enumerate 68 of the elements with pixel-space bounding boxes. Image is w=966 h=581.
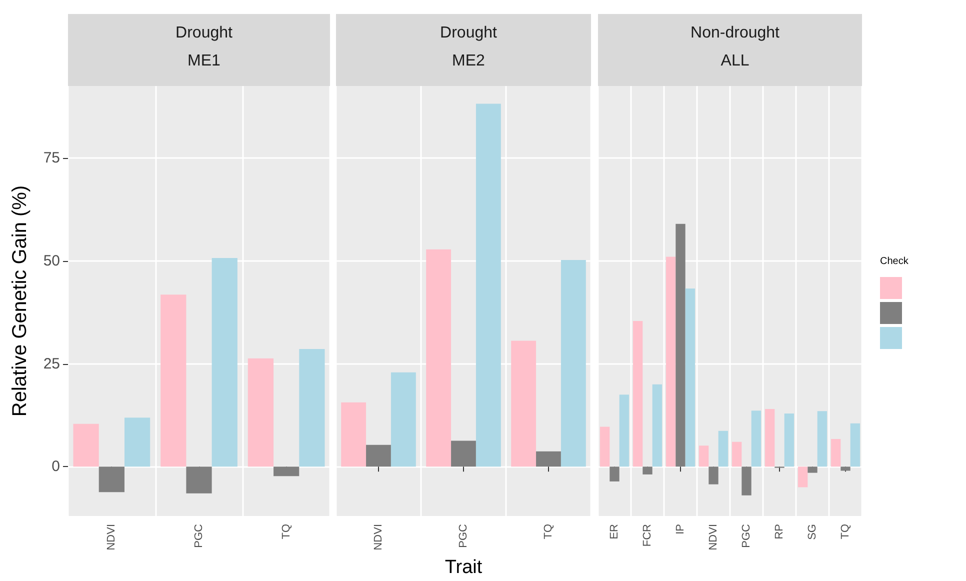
bar (666, 256, 676, 467)
bar (698, 446, 709, 467)
bar (708, 466, 718, 484)
x-tick-label: RP (774, 524, 786, 540)
bar (718, 430, 728, 467)
bar (850, 423, 860, 467)
x-tick-label: NDVI (106, 524, 118, 550)
bar (299, 348, 325, 467)
legend-title: Check (880, 256, 908, 267)
bar (511, 340, 536, 467)
bar (212, 258, 238, 467)
bar (840, 466, 850, 471)
chart-subtitle: ME1 (188, 52, 221, 70)
bar (600, 426, 610, 467)
y-tick-label: 50 (43, 252, 60, 270)
x-tick-label: NDVI (372, 524, 384, 550)
chart-title: Drought (440, 24, 498, 42)
chart-subtitle: ME2 (452, 52, 486, 70)
bar (830, 439, 841, 467)
bar (124, 418, 150, 467)
bar (560, 260, 586, 467)
chart-subtitle: ALL (720, 52, 750, 70)
x-tick-label: TQ (280, 524, 292, 540)
x-tick-label: ER (608, 524, 620, 540)
x-tick-label: TQ (840, 524, 852, 540)
bar (732, 442, 742, 467)
chart-title: Non-drought (690, 24, 780, 42)
bar (341, 402, 366, 467)
bar (366, 444, 391, 467)
y-tick-label: 75 (43, 150, 60, 167)
y-axis-title: Relative Genetic Gain (%) (9, 185, 31, 417)
bar (274, 466, 300, 476)
bar (751, 410, 762, 467)
x-tick-label: PGC (740, 524, 752, 548)
bar (652, 384, 662, 467)
bar (476, 104, 501, 467)
bar (817, 411, 828, 467)
x-tick-label: FCR (642, 524, 654, 547)
bar (808, 466, 818, 473)
bar (536, 451, 561, 467)
bar (632, 320, 643, 467)
x-axis-title: Trait (444, 557, 483, 578)
bar (642, 466, 652, 474)
bar (676, 224, 686, 467)
bar (451, 440, 476, 467)
x-tick-label: SG (806, 524, 818, 540)
x-tick-label: PGC (458, 524, 470, 548)
bar (784, 414, 794, 467)
chart-title: Drought (176, 24, 234, 42)
bar (798, 466, 808, 488)
bar (248, 358, 274, 467)
y-tick-label: 0 (52, 458, 60, 476)
bar (742, 466, 752, 496)
bar (610, 466, 620, 482)
x-tick-label: NDVI (708, 524, 720, 550)
bar (390, 372, 416, 467)
bar (98, 466, 124, 492)
bar (619, 394, 630, 467)
x-tick-label: PGC (193, 524, 205, 548)
x-tick-label: TQ (542, 524, 554, 540)
x-tick-label: IP (674, 524, 686, 534)
bar (764, 409, 775, 467)
bar (685, 288, 696, 467)
bar (73, 424, 99, 467)
bar (160, 294, 186, 467)
bar (186, 466, 212, 494)
bar (426, 249, 452, 467)
y-tick-label: 25 (43, 355, 60, 372)
